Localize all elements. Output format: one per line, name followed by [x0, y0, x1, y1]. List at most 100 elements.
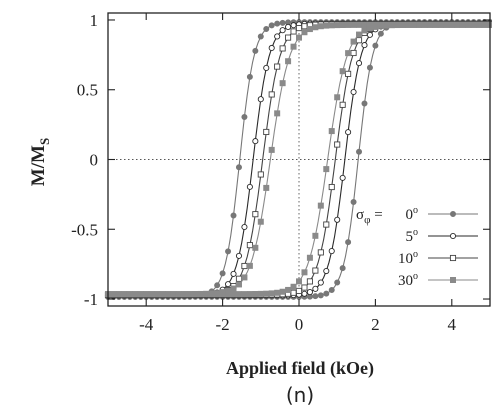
- data-point: [328, 128, 335, 135]
- legend-prefix-symbol: σ: [356, 207, 364, 223]
- data-point: [241, 114, 248, 121]
- data-point: [192, 291, 199, 298]
- data-point: [449, 210, 456, 217]
- data-point: [230, 291, 237, 298]
- data-point: [361, 42, 368, 49]
- data-point: [295, 287, 303, 294]
- data-point: [241, 262, 248, 270]
- data-point: [274, 20, 281, 27]
- data-point: [257, 290, 264, 297]
- legend-label-unit: o: [413, 205, 418, 216]
- data-point: [230, 285, 237, 292]
- data-point: [317, 249, 324, 256]
- data-point: [481, 21, 488, 28]
- data-point: [399, 21, 406, 28]
- data-point: [257, 218, 264, 225]
- data-point: [465, 21, 472, 28]
- data-point: [230, 270, 237, 277]
- x-tick-label: -4: [139, 315, 154, 334]
- data-point: [323, 221, 330, 228]
- data-point: [366, 25, 373, 32]
- data-point: [350, 88, 357, 96]
- data-point: [350, 198, 357, 205]
- data-point: [181, 291, 188, 298]
- data-point: [339, 174, 346, 181]
- data-point: [437, 21, 444, 28]
- reference-lines: [108, 13, 490, 306]
- legend-label: 30o: [398, 271, 418, 289]
- data-point: [170, 291, 177, 298]
- data-point: [285, 34, 292, 41]
- data-point: [306, 254, 313, 261]
- data-point: [301, 290, 308, 297]
- data-point: [470, 21, 477, 28]
- data-point: [186, 291, 193, 298]
- data-point: [426, 21, 433, 28]
- data-point: [285, 58, 292, 65]
- data-point: [246, 242, 253, 249]
- data-point: [274, 289, 281, 296]
- data-point: [225, 281, 232, 288]
- data-point: [159, 291, 166, 298]
- legend-label-unit: o: [413, 227, 418, 238]
- x-axis-title: Applied field (kOe): [226, 358, 374, 379]
- y-tick-label: 0.5: [77, 81, 98, 100]
- data-point: [110, 291, 117, 298]
- data-point: [132, 291, 139, 298]
- data-point: [356, 148, 363, 155]
- data-point: [377, 22, 384, 29]
- data-point: [339, 265, 346, 272]
- data-point: [449, 232, 457, 240]
- data-point: [165, 291, 172, 298]
- data-point: [361, 100, 368, 107]
- data-point: [257, 171, 264, 178]
- data-point: [448, 21, 455, 28]
- data-point: [388, 22, 395, 29]
- legend-item-2: 5o: [406, 227, 478, 245]
- legend-label-value: 30: [398, 273, 413, 289]
- data-point: [334, 22, 341, 29]
- data-point: [328, 286, 335, 293]
- data-point: [394, 22, 401, 29]
- y-tick-label: 0: [90, 151, 99, 170]
- data-point: [312, 293, 319, 300]
- data-point: [246, 73, 253, 80]
- data-point: [219, 270, 226, 277]
- data-point: [334, 94, 341, 101]
- legend-label-value: 10: [398, 251, 413, 267]
- data-point: [476, 21, 483, 28]
- data-point: [230, 212, 237, 219]
- legend-prefix-eq: =: [370, 207, 382, 223]
- data-point: [366, 64, 373, 71]
- data-point: [279, 80, 286, 87]
- data-point: [235, 281, 242, 288]
- data-point: [405, 21, 412, 28]
- data-point: [334, 141, 341, 148]
- y-axis-title: M/MS: [28, 138, 52, 186]
- legend-prefix-sub: φ: [364, 214, 370, 226]
- data-point: [235, 291, 242, 298]
- data-point: [285, 23, 292, 30]
- data-point: [454, 21, 461, 28]
- data-point: [449, 254, 457, 262]
- x-tick-label: 0: [295, 315, 304, 334]
- data-point: [350, 21, 357, 28]
- data-point: [295, 278, 302, 285]
- data-point: [323, 290, 330, 297]
- data-point: [274, 110, 281, 117]
- data-point: [219, 291, 226, 298]
- data-point: [459, 21, 466, 28]
- x-tick-label: 4: [448, 315, 457, 334]
- data-point: [432, 21, 439, 28]
- data-point: [279, 288, 286, 295]
- data-point: [317, 23, 324, 30]
- data-point: [290, 22, 297, 29]
- data-point: [252, 291, 259, 298]
- data-point: [148, 291, 155, 298]
- data-point: [257, 33, 264, 40]
- data-point: [328, 183, 335, 191]
- data-point: [268, 44, 275, 52]
- data-point: [421, 21, 428, 28]
- data-point: [279, 45, 286, 52]
- data-point: [274, 63, 281, 70]
